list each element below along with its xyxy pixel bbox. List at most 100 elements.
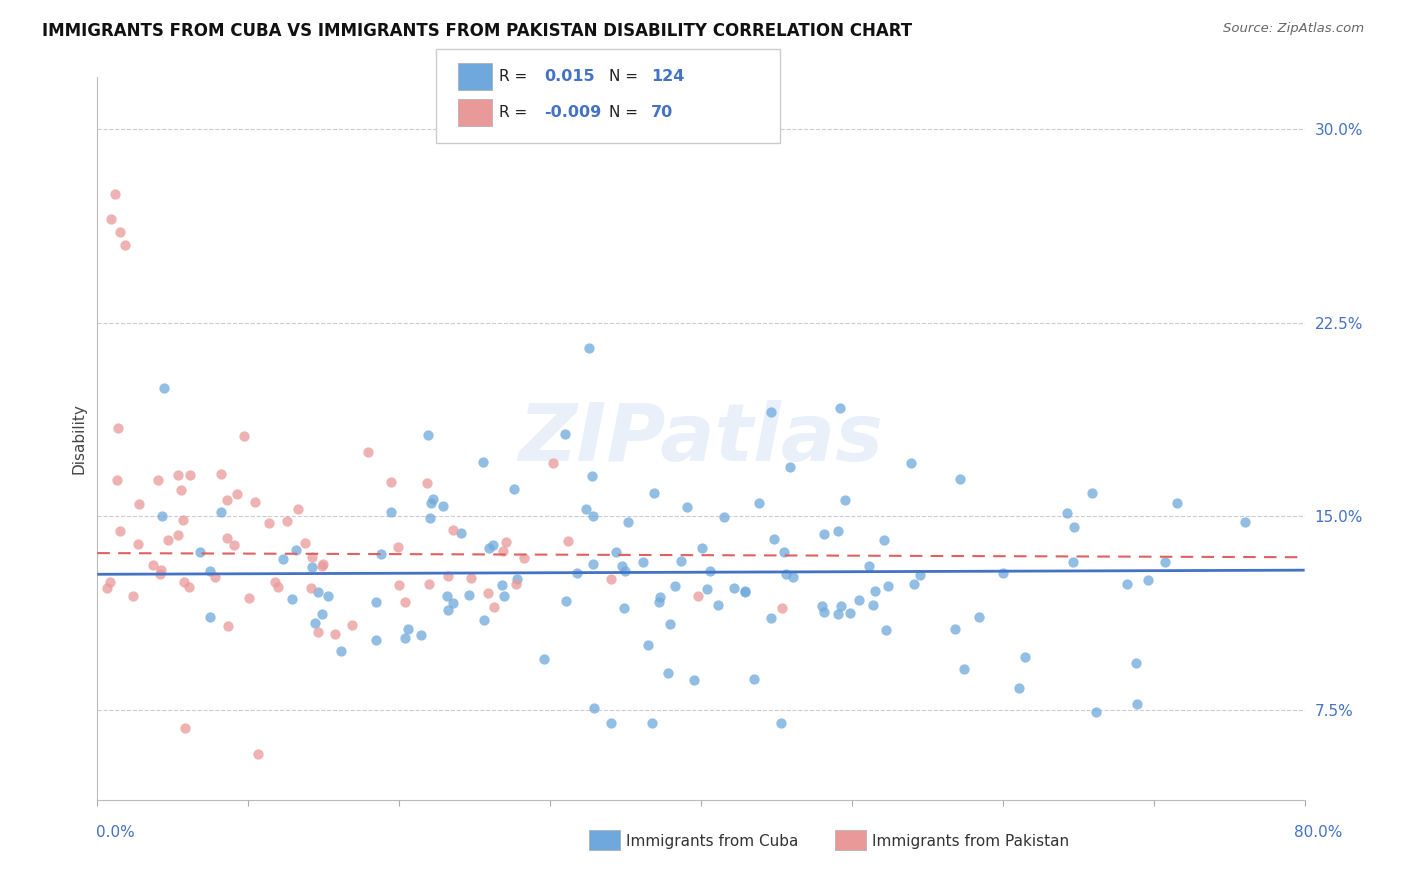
Point xyxy=(398,623,420,637)
Point xyxy=(441,596,464,610)
Point xyxy=(107,421,129,435)
Point xyxy=(150,563,173,577)
Point xyxy=(949,472,972,486)
Point xyxy=(243,495,266,509)
Point xyxy=(152,509,174,524)
Text: 70: 70 xyxy=(651,105,673,120)
Point xyxy=(641,715,664,730)
Point xyxy=(1014,650,1036,665)
Point xyxy=(1085,705,1108,719)
Point xyxy=(311,559,333,574)
Point xyxy=(259,516,281,530)
Point xyxy=(217,619,239,633)
Text: IMMIGRANTS FROM CUBA VS IMMIGRANTS FROM PAKISTAN DISABILITY CORRELATION CHART: IMMIGRANTS FROM CUBA VS IMMIGRANTS FROM … xyxy=(42,22,912,40)
Point xyxy=(1126,698,1149,712)
Point xyxy=(200,610,222,624)
Point xyxy=(167,528,190,542)
Point xyxy=(648,590,671,604)
Point xyxy=(877,579,900,593)
Point xyxy=(364,595,387,609)
Point xyxy=(104,186,127,201)
Point xyxy=(215,531,238,545)
Point xyxy=(830,599,852,613)
Point xyxy=(1137,573,1160,587)
Point xyxy=(247,747,270,761)
Point xyxy=(173,575,195,590)
Point xyxy=(582,509,605,524)
Point xyxy=(311,558,333,572)
Point xyxy=(495,534,517,549)
Point xyxy=(713,509,735,524)
Point xyxy=(170,483,193,498)
Point xyxy=(122,589,145,603)
Point xyxy=(441,523,464,537)
Point xyxy=(238,591,260,606)
Point xyxy=(188,545,211,559)
Point xyxy=(284,542,307,557)
Point xyxy=(688,589,710,603)
Point xyxy=(418,577,440,591)
Text: Source: ZipAtlas.com: Source: ZipAtlas.com xyxy=(1223,22,1364,36)
Point xyxy=(482,538,505,552)
Point xyxy=(613,601,636,615)
Point xyxy=(232,429,254,443)
Point xyxy=(478,541,501,556)
Point xyxy=(600,572,623,586)
Point xyxy=(682,673,704,687)
Point xyxy=(581,469,603,483)
Point xyxy=(565,566,588,580)
Point xyxy=(734,585,756,599)
Point xyxy=(422,491,444,506)
Point xyxy=(222,538,245,552)
Point xyxy=(108,225,131,239)
Point xyxy=(491,577,513,591)
Point xyxy=(742,672,765,686)
Point xyxy=(1063,520,1085,534)
Point xyxy=(858,559,880,574)
Point xyxy=(179,580,201,594)
Point xyxy=(582,558,605,572)
Point xyxy=(555,594,578,608)
Point xyxy=(675,500,697,514)
Point xyxy=(146,473,169,487)
Point xyxy=(263,575,285,590)
Point xyxy=(707,598,730,612)
Point xyxy=(643,486,665,500)
Point xyxy=(554,426,576,441)
Point xyxy=(198,564,221,578)
Point xyxy=(287,502,309,516)
Point xyxy=(342,617,364,632)
Point xyxy=(174,721,197,735)
Point xyxy=(226,487,249,501)
Point xyxy=(1166,496,1188,510)
Point xyxy=(813,526,835,541)
Point xyxy=(664,579,686,593)
Point xyxy=(323,626,346,640)
Point xyxy=(779,460,801,475)
Point xyxy=(294,536,316,550)
Point xyxy=(276,514,298,528)
Point xyxy=(723,581,745,595)
Point xyxy=(770,600,793,615)
Point xyxy=(908,567,931,582)
Point xyxy=(834,492,856,507)
Point xyxy=(862,598,884,612)
Point xyxy=(482,600,505,615)
Point xyxy=(492,544,515,558)
Point xyxy=(304,616,326,631)
Point xyxy=(1008,681,1031,695)
Point xyxy=(477,586,499,600)
Text: Immigrants from Pakistan: Immigrants from Pakistan xyxy=(872,834,1069,848)
Point xyxy=(1063,555,1085,569)
Point xyxy=(513,551,536,566)
Point xyxy=(762,533,785,547)
Point xyxy=(172,513,194,527)
Point xyxy=(734,583,756,598)
Point xyxy=(301,560,323,574)
Point xyxy=(281,591,304,606)
Point xyxy=(388,578,411,592)
Point xyxy=(204,570,226,584)
Point xyxy=(316,589,339,603)
Point xyxy=(127,537,149,551)
Point xyxy=(506,572,529,586)
